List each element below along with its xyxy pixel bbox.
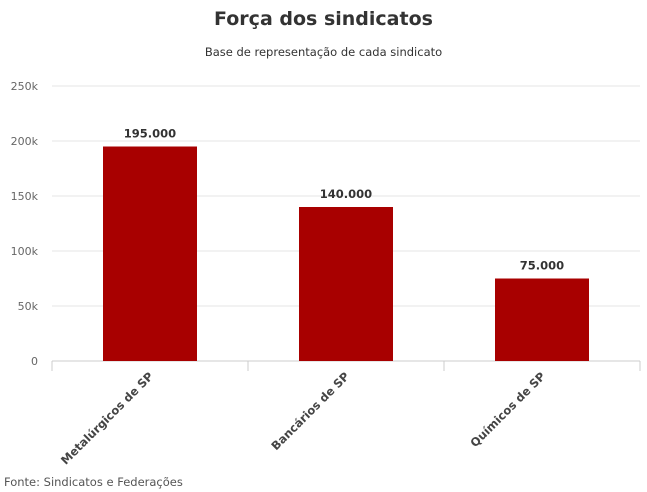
- x-tick-label: Bancários de SP: [268, 369, 352, 453]
- source-note: Fonte: Sindicatos e Federações: [4, 475, 183, 489]
- bar: [495, 278, 589, 361]
- y-tick-label: 150k: [11, 190, 39, 203]
- bar-chart: 0 50k 100k 150k 200k 250k 195.000 Metalúrgicos …: [11, 80, 641, 467]
- bar: [103, 146, 197, 361]
- bar: [299, 207, 393, 361]
- chart-subtitle: Base de representação de cada sindicato: [204, 45, 443, 59]
- y-tick-label: 0: [31, 355, 38, 368]
- y-tick-label: 200k: [11, 135, 39, 148]
- data-label: 75.000: [520, 259, 564, 273]
- y-tick-label: 250k: [11, 80, 39, 93]
- chart-title: Força dos sindicatos: [214, 8, 433, 30]
- y-tick-label: 100k: [11, 245, 39, 258]
- y-tick-label: 50k: [18, 300, 39, 313]
- x-tick-label: Químicos de SP: [467, 369, 548, 450]
- data-label: 195.000: [124, 127, 176, 141]
- data-label: 140.000: [320, 187, 372, 201]
- x-tick-label: Metalúrgicos de SP: [58, 369, 156, 467]
